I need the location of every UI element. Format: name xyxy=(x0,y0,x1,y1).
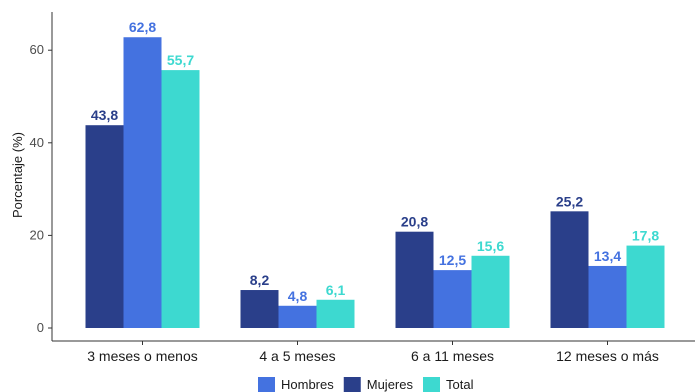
bar-hombres xyxy=(433,270,472,328)
data-label-total: 17,8 xyxy=(632,228,659,244)
y-axis-label: Porcentaje (%) xyxy=(10,132,25,218)
bar-hombres xyxy=(278,305,317,328)
data-label-mujeres: 43,8 xyxy=(91,107,118,123)
y-tick-label: 0 xyxy=(37,320,44,335)
bar-mujeres xyxy=(395,231,434,328)
bar-mujeres xyxy=(550,211,589,328)
legend-swatch-hombres xyxy=(258,377,275,392)
y-tick-label: 60 xyxy=(30,42,44,57)
bar-mujeres xyxy=(85,125,124,329)
bar-total xyxy=(626,245,665,328)
legend-swatch-mujeres xyxy=(343,377,361,392)
legend: Hombres Mujeres Total xyxy=(258,377,474,392)
y-tick-label: 40 xyxy=(30,135,44,150)
bar-total xyxy=(161,70,200,328)
y-tick-label: 20 xyxy=(30,227,44,242)
legend-swatch-total xyxy=(423,377,440,392)
bar-hombres xyxy=(588,265,627,328)
legend-label-hombres: Hombres xyxy=(281,377,334,392)
category-label: 3 meses o menos xyxy=(87,348,198,364)
legend-label-mujeres: Mujeres xyxy=(367,377,414,392)
category-label: 12 meses o más xyxy=(556,348,659,364)
data-label-hombres: 13,4 xyxy=(594,248,621,264)
category-label: 4 a 5 meses xyxy=(259,348,335,364)
data-label-mujeres: 8,2 xyxy=(250,272,270,288)
data-label-hombres: 4,8 xyxy=(288,288,308,304)
legend-label-total: Total xyxy=(446,377,474,392)
category-label: 6 a 11 meses xyxy=(411,348,494,364)
bar-mujeres xyxy=(240,290,279,328)
data-label-mujeres: 20,8 xyxy=(401,214,428,230)
data-label-mujeres: 25,2 xyxy=(556,193,583,209)
bar-hombres xyxy=(123,37,162,329)
data-label-total: 6,1 xyxy=(326,282,346,298)
data-label-hombres: 62,8 xyxy=(129,19,156,35)
bar-total xyxy=(316,299,355,328)
bar-total xyxy=(471,255,510,328)
data-label-total: 55,7 xyxy=(167,52,194,68)
plot-area: 0 20 40 60 43,8 62,8 55,7 3 meses o menos 8,2 4,8… xyxy=(30,12,695,364)
data-label-hombres: 12,5 xyxy=(439,252,466,268)
data-label-total: 15,6 xyxy=(477,238,504,254)
